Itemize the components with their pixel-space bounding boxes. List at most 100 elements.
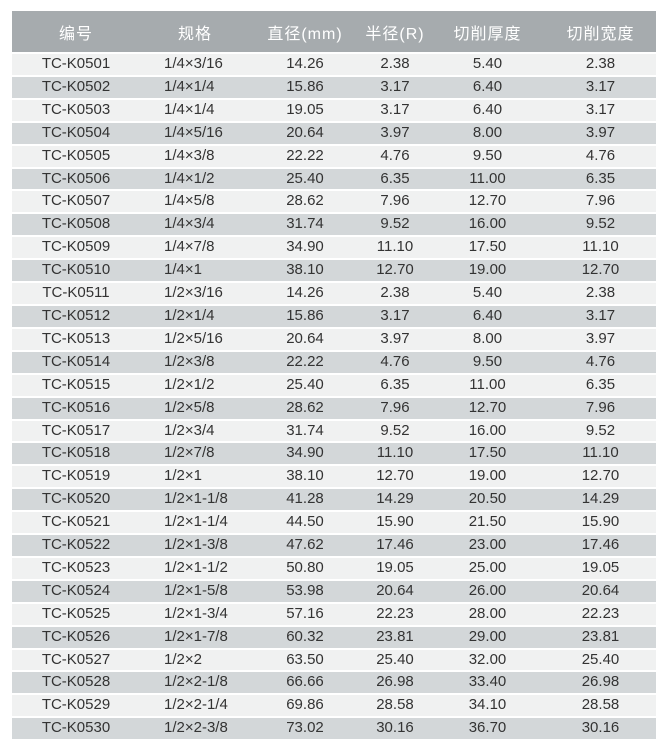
cell-radius: 6.35 [360,167,430,192]
table-row: TC-K0529 1/2×2-1/4 69.86 28.58 34.10 28.58 [12,694,656,719]
cell-diameter: 73.02 [250,717,360,742]
cell-diameter: 38.10 [250,259,360,284]
cell-thickness: 28.00 [430,602,545,627]
cell-width: 23.81 [545,625,656,650]
cell-spec: 1/2×2 [140,648,250,673]
cell-code: TC-K0518 [12,442,140,467]
cell-width: 11.10 [545,442,656,467]
cell-code: TC-K0504 [12,121,140,146]
cell-radius: 4.76 [360,144,430,169]
cell-diameter: 19.05 [250,98,360,123]
cell-diameter: 47.62 [250,534,360,558]
cell-code: TC-K0512 [12,304,140,329]
cell-width: 12.70 [545,259,656,284]
column-header-diameter: 直径(mm) [250,11,360,54]
cell-thickness: 21.50 [430,511,545,536]
cell-radius: 3.17 [360,75,430,100]
cell-code: TC-K0506 [12,167,140,192]
cell-width: 22.23 [545,602,656,627]
cell-code: TC-K0507 [12,190,140,215]
cell-radius: 4.76 [360,350,430,375]
column-header-thickness: 切削厚度 [430,11,545,54]
cell-code: TC-K0530 [12,717,140,742]
table-row: TC-K0528 1/2×2-1/8 66.66 26.98 33.40 26.98 [12,671,656,696]
cell-thickness: 5.40 [430,282,545,306]
cell-spec: 1/2×1-3/4 [140,602,250,627]
cell-thickness: 16.00 [430,213,545,238]
cell-width: 4.76 [545,144,656,169]
cell-diameter: 22.22 [250,144,360,169]
cell-radius: 20.64 [360,579,430,604]
cell-thickness: 17.50 [430,442,545,467]
cell-width: 2.38 [545,282,656,306]
cell-width: 14.29 [545,488,656,513]
cell-spec: 1/4×1/4 [140,75,250,100]
cell-radius: 23.81 [360,625,430,650]
table-row: TC-K0521 1/2×1-1/4 44.50 15.90 21.50 15.90 [12,511,656,536]
cell-width: 30.16 [545,717,656,742]
cell-spec: 1/2×3/8 [140,350,250,375]
cell-spec: 1/2×5/16 [140,327,250,352]
column-header-code: 编号 [12,11,140,54]
cell-diameter: 15.86 [250,304,360,329]
cell-width: 6.35 [545,373,656,398]
table-row: TC-K0513 1/2×5/16 20.64 3.97 8.00 3.97 [12,327,656,352]
cell-diameter: 57.16 [250,602,360,627]
cell-spec: 1/2×1-1/8 [140,488,250,513]
table-row: TC-K0508 1/4×3/4 31.74 9.52 16.00 9.52 [12,213,656,238]
cell-thickness: 20.50 [430,488,545,513]
cell-spec: 1/2×1-7/8 [140,625,250,650]
table-row: TC-K0511 1/2×3/16 14.26 2.38 5.40 2.38 [12,282,656,306]
cell-spec: 1/4×5/16 [140,121,250,146]
cell-code: TC-K0529 [12,694,140,719]
cell-radius: 19.05 [360,556,430,581]
cell-spec: 1/2×2-3/8 [140,717,250,742]
cell-diameter: 31.74 [250,213,360,238]
cell-radius: 12.70 [360,465,430,490]
cell-thickness: 11.00 [430,167,545,192]
table-row: TC-K0501 1/4×3/16 14.26 2.38 5.40 2.38 [12,53,656,77]
table-row: TC-K0518 1/2×7/8 34.90 11.10 17.50 11.10 [12,442,656,467]
table-row: TC-K0504 1/4×5/16 20.64 3.97 8.00 3.97 [12,121,656,146]
cell-radius: 7.96 [360,396,430,421]
table-row: TC-K0512 1/2×1/4 15.86 3.17 6.40 3.17 [12,304,656,329]
cell-thickness: 8.00 [430,121,545,146]
cell-thickness: 11.00 [430,373,545,398]
cell-radius: 15.90 [360,511,430,536]
cell-code: TC-K0523 [12,556,140,581]
cell-spec: 1/4×3/16 [140,53,250,77]
cell-code: TC-K0515 [12,373,140,398]
column-header-radius: 半径(R) [360,11,430,54]
cell-radius: 22.23 [360,602,430,627]
cell-radius: 25.40 [360,648,430,673]
cell-diameter: 69.86 [250,694,360,719]
cell-code: TC-K0528 [12,671,140,696]
cell-code: TC-K0525 [12,602,140,627]
cell-radius: 11.10 [360,236,430,261]
cell-spec: 1/4×1/2 [140,167,250,192]
cell-thickness: 23.00 [430,534,545,558]
cell-width: 20.64 [545,579,656,604]
cell-diameter: 41.28 [250,488,360,513]
cell-thickness: 19.00 [430,259,545,284]
spec-table: 编号 规格 直径(mm) 半径(R) 切削厚度 切削宽度 TC-K0501 1/4×3/16… [12,11,656,742]
cell-code: TC-K0508 [12,213,140,238]
table-row: TC-K0527 1/2×2 63.50 25.40 32.00 25.40 [12,648,656,673]
cell-thickness: 32.00 [430,648,545,673]
cell-thickness: 12.70 [430,190,545,215]
cell-diameter: 14.26 [250,282,360,306]
cell-radius: 14.29 [360,488,430,513]
cell-thickness: 19.00 [430,465,545,490]
cell-diameter: 28.62 [250,190,360,215]
cell-thickness: 9.50 [430,144,545,169]
cell-spec: 1/2×5/8 [140,396,250,421]
cell-code: TC-K0516 [12,396,140,421]
cell-radius: 17.46 [360,534,430,558]
cell-width: 11.10 [545,236,656,261]
column-header-width: 切削宽度 [545,11,656,54]
cell-spec: 1/4×5/8 [140,190,250,215]
cell-thickness: 17.50 [430,236,545,261]
cell-radius: 30.16 [360,717,430,742]
cell-code: TC-K0520 [12,488,140,513]
cell-radius: 2.38 [360,53,430,77]
